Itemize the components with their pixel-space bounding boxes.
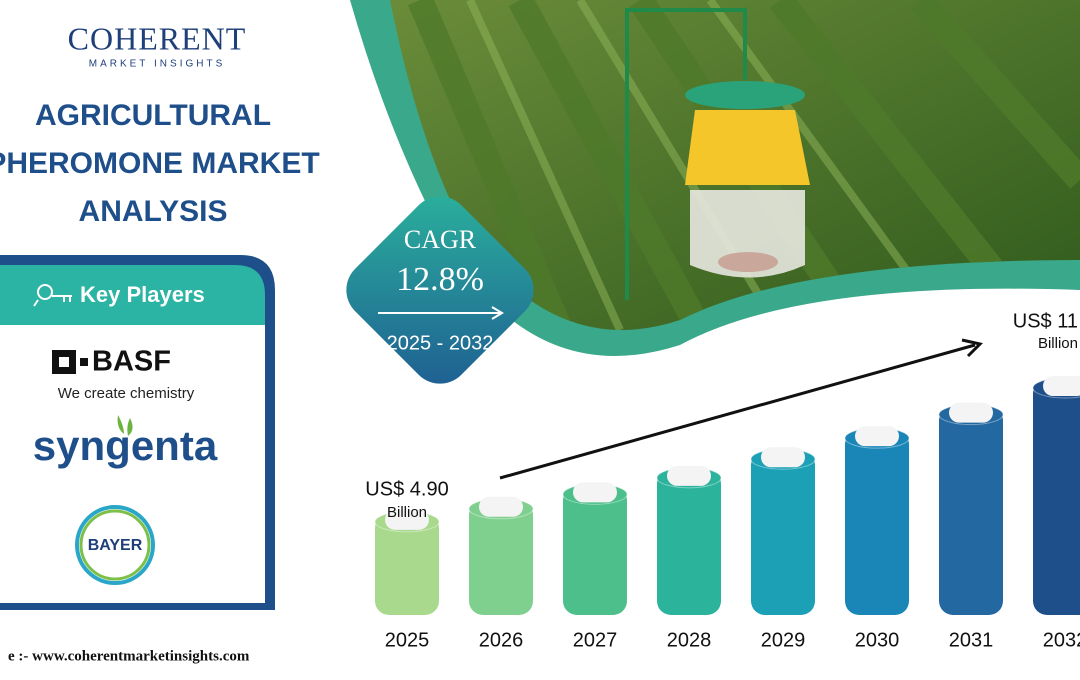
trend-arrow xyxy=(499,338,983,480)
bar-cap xyxy=(949,402,993,423)
year-label: 2025 xyxy=(385,629,430,651)
value-unit: Billion xyxy=(1038,335,1078,352)
bar xyxy=(939,406,1003,615)
syngenta-logo: syngenta xyxy=(33,422,218,469)
year-label: 2027 xyxy=(573,629,618,651)
value-label: US$ 4.90 xyxy=(365,478,448,500)
basf-tagline: We create chemistry xyxy=(58,385,195,402)
year-label: 2031 xyxy=(949,629,994,651)
title-line: PHEROMONE MARKET xyxy=(0,147,320,180)
bar-cap xyxy=(667,465,711,486)
year-label: 2030 xyxy=(855,629,900,651)
cagr-value: 12.8% xyxy=(396,261,484,298)
bar xyxy=(563,486,627,615)
bar-cap xyxy=(761,447,805,468)
year-label: 2026 xyxy=(479,629,524,651)
bayer-ring xyxy=(75,505,155,585)
cagr-arrow xyxy=(378,306,504,320)
bar-cap xyxy=(573,482,617,503)
year-label: 2028 xyxy=(667,629,712,651)
players-heading: Key Players xyxy=(80,282,205,307)
cagr-badge xyxy=(346,196,534,384)
logo: COHERENT xyxy=(68,20,247,56)
bar-cap xyxy=(1043,376,1080,396)
year-label: 2032 xyxy=(1043,629,1080,651)
bar xyxy=(469,500,533,615)
bar-cap xyxy=(479,496,523,517)
title-line: ANALYSIS xyxy=(79,195,228,228)
basf-logo: BASF xyxy=(92,346,171,378)
logo-subtitle: MARKET INSIGHTS xyxy=(89,59,226,70)
key-icon xyxy=(33,284,72,307)
cagr-label: CAGR xyxy=(404,225,477,254)
title-line: AGRICULTURAL xyxy=(35,99,271,132)
value-label: US$ 11 xyxy=(1013,310,1078,332)
bar xyxy=(751,451,815,615)
bayer-logo: BAYER xyxy=(88,537,143,554)
players-panel xyxy=(0,325,265,603)
year-label: 2029 xyxy=(761,629,806,651)
bar xyxy=(845,430,909,615)
bar xyxy=(375,513,439,615)
value-unit: Billion xyxy=(387,504,427,521)
players-header xyxy=(0,265,265,325)
bar-cap xyxy=(855,426,899,447)
bar xyxy=(1033,380,1080,615)
cagr-period: 2025 - 2032 xyxy=(387,332,494,354)
source: e :- www.coherentmarketinsights.com xyxy=(8,648,250,664)
bar xyxy=(657,469,721,615)
bar-cap xyxy=(385,509,429,530)
